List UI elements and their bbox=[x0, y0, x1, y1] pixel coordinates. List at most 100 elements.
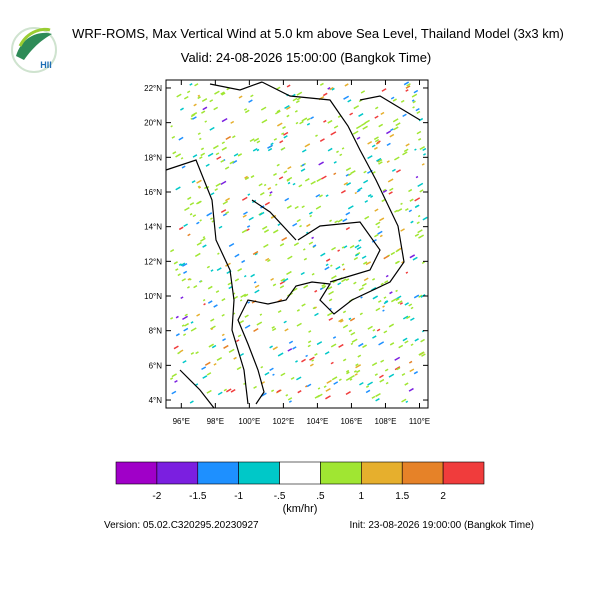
wind-speck bbox=[374, 138, 380, 143]
wind-speck bbox=[408, 303, 413, 307]
x-tick-label: 110°E bbox=[409, 417, 430, 426]
wind-speck bbox=[413, 294, 420, 299]
wind-speck bbox=[409, 368, 415, 373]
x-tick-label: 98°E bbox=[207, 417, 224, 426]
subtitle: Valid: 24-08-2026 15:00:00 (Bangkok Time… bbox=[181, 50, 432, 65]
wind-speck bbox=[202, 106, 208, 111]
wind-speck bbox=[189, 213, 193, 216]
wind-speck bbox=[241, 259, 246, 264]
wind-speck bbox=[283, 131, 289, 136]
wind-speck bbox=[244, 175, 248, 179]
wind-speck bbox=[328, 298, 333, 302]
wind-speck bbox=[374, 208, 379, 212]
wind-speck bbox=[406, 83, 411, 87]
wind-speck bbox=[277, 352, 284, 357]
wind-speck bbox=[243, 108, 248, 111]
wind-speck bbox=[327, 147, 333, 152]
wind-speck bbox=[398, 344, 404, 349]
wind-speck bbox=[330, 131, 337, 136]
wind-speck bbox=[315, 205, 322, 210]
colorbar-tick-label: 2 bbox=[440, 491, 446, 502]
wind-speck bbox=[247, 193, 251, 196]
wind-speck bbox=[375, 106, 379, 110]
wind-speck bbox=[204, 120, 208, 123]
colorbar-tick-label: -2 bbox=[152, 491, 161, 502]
wind-speck bbox=[355, 125, 362, 130]
wind-speck bbox=[362, 344, 368, 349]
wind-speck bbox=[395, 297, 400, 302]
wind-speck bbox=[389, 187, 394, 192]
wind-speck bbox=[206, 265, 211, 269]
wind-speck bbox=[228, 242, 235, 247]
wind-speck bbox=[222, 338, 227, 342]
wind-speck bbox=[386, 130, 392, 135]
wind-speck bbox=[378, 341, 385, 346]
wind-speck bbox=[252, 250, 259, 256]
wind-speck bbox=[239, 320, 245, 324]
wind-speck bbox=[208, 343, 214, 348]
wind-speck bbox=[199, 219, 202, 222]
wind-speck bbox=[281, 236, 288, 242]
wind-speck bbox=[376, 157, 382, 162]
wind-speck bbox=[418, 351, 425, 356]
colorbar-box bbox=[197, 461, 239, 485]
wind-speck bbox=[170, 249, 175, 253]
wind-speck bbox=[283, 170, 288, 174]
wind-speck bbox=[309, 356, 315, 361]
wind-speck bbox=[287, 255, 293, 260]
wind-speck bbox=[304, 178, 310, 182]
wind-speck bbox=[308, 211, 313, 215]
wind-speck bbox=[194, 252, 201, 257]
wind-speck bbox=[182, 315, 188, 321]
wind-speck bbox=[312, 306, 316, 310]
wind-speck bbox=[380, 359, 385, 363]
wind-speck bbox=[207, 152, 214, 157]
wind-speck bbox=[224, 166, 230, 170]
wind-speck bbox=[295, 100, 300, 104]
wind-speck bbox=[345, 278, 350, 282]
wind-speck bbox=[374, 373, 378, 376]
wind-speck bbox=[421, 353, 426, 357]
wind-speck bbox=[294, 110, 298, 113]
wind-speck bbox=[304, 143, 311, 148]
wind-speck bbox=[272, 229, 279, 234]
wind-speck bbox=[364, 119, 370, 124]
wind-speck bbox=[418, 294, 423, 298]
x-tick-label: 108°E bbox=[375, 417, 397, 426]
wind-speck bbox=[279, 285, 285, 289]
wind-speck bbox=[310, 116, 314, 120]
wind-speck bbox=[280, 147, 286, 151]
wind-speck bbox=[231, 135, 236, 139]
wind-speck bbox=[404, 208, 409, 212]
wind-speck bbox=[342, 324, 349, 329]
wind-speck bbox=[301, 117, 308, 122]
wind-speck bbox=[183, 223, 188, 228]
wind-speck bbox=[422, 147, 427, 152]
wind-speck bbox=[272, 346, 278, 351]
wind-speck bbox=[253, 137, 260, 142]
wind-speck bbox=[180, 107, 184, 111]
wind-speck bbox=[410, 343, 414, 347]
wind-speck bbox=[308, 241, 314, 245]
wind-speck bbox=[339, 319, 344, 323]
wind-speck bbox=[348, 317, 352, 321]
wind-speck bbox=[338, 318, 344, 323]
wind-speck bbox=[342, 268, 346, 271]
wind-speck bbox=[292, 97, 298, 102]
wind-speck bbox=[321, 283, 326, 287]
wind-speck bbox=[183, 95, 189, 100]
wind-speck bbox=[379, 374, 384, 379]
wind-speck bbox=[378, 161, 383, 165]
wind-speck bbox=[191, 112, 198, 117]
wind-speck bbox=[396, 367, 401, 371]
wind-speck bbox=[286, 270, 292, 276]
wind-speck bbox=[323, 385, 327, 388]
wind-speck bbox=[200, 152, 206, 157]
wind-speck bbox=[318, 161, 324, 166]
wind-speck bbox=[180, 157, 184, 160]
wind-speck bbox=[217, 391, 223, 396]
wind-speck bbox=[176, 93, 182, 98]
wind-speck bbox=[421, 261, 425, 265]
wind-speck bbox=[384, 368, 389, 372]
wind-speck bbox=[214, 90, 220, 95]
